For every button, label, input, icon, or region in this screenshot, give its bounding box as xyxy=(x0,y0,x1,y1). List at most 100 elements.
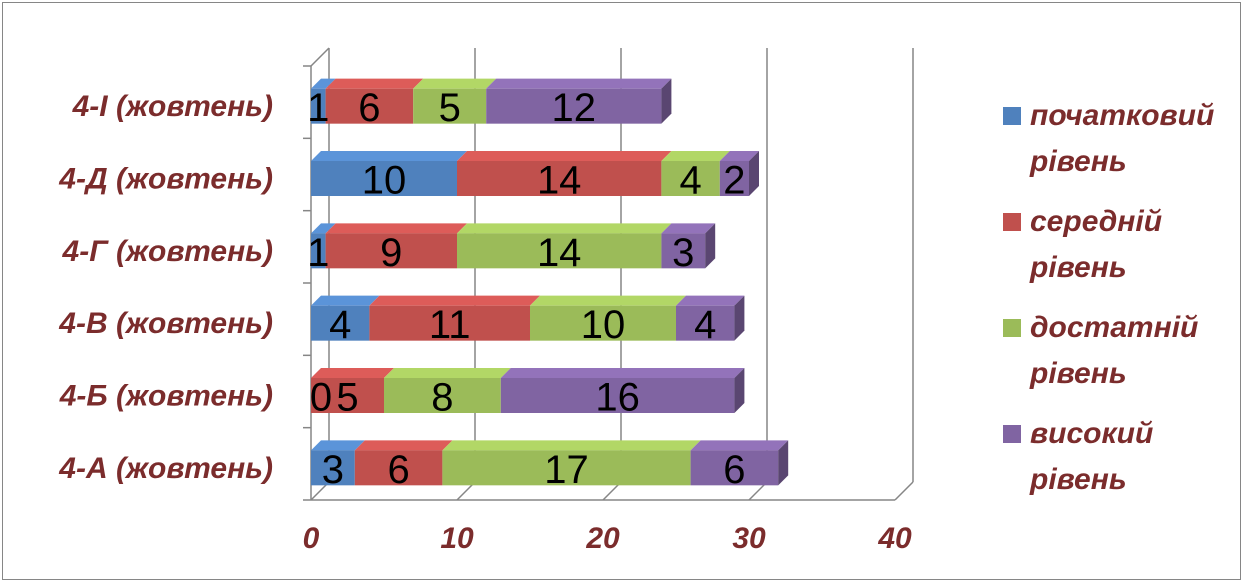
data-label: 4 xyxy=(679,159,701,203)
bar-segment xyxy=(457,161,662,196)
bar-top-face xyxy=(325,223,467,234)
bar-top-face xyxy=(311,295,380,306)
category-label: 4-Д (жовтень) xyxy=(58,163,273,196)
bar-top-face xyxy=(311,151,467,161)
data-label: 2 xyxy=(723,159,745,203)
bar-segment xyxy=(530,305,676,341)
data-label: 5 xyxy=(336,376,358,420)
legend-swatch xyxy=(1003,319,1021,337)
bar-segment xyxy=(369,305,530,341)
bar-segment xyxy=(661,233,706,269)
bar-segment xyxy=(311,161,457,196)
category-label: 4-І (жовтень) xyxy=(72,90,273,123)
bar-top-face xyxy=(661,151,730,161)
category-label: 4-Г (жовтень) xyxy=(62,235,273,268)
bar-top-face xyxy=(676,295,745,306)
x-tick-label: 30 xyxy=(732,522,766,555)
data-label: 11 xyxy=(429,303,471,347)
data-label: 6 xyxy=(387,448,409,492)
bar-top-face xyxy=(530,295,686,306)
bar-top-face xyxy=(311,368,394,378)
data-label: 1 xyxy=(307,231,329,275)
data-label: 14 xyxy=(537,159,582,203)
bar-segment xyxy=(690,450,779,486)
bar-segment xyxy=(354,450,443,486)
bar-top-face xyxy=(719,151,759,161)
data-label: 9 xyxy=(380,231,402,275)
bar-segment xyxy=(311,450,355,486)
floor-gridline xyxy=(894,481,914,501)
bar-segment xyxy=(413,88,487,124)
data-label: 6 xyxy=(723,448,745,492)
data-label: 1 xyxy=(307,86,329,130)
data-label: 3 xyxy=(672,231,694,275)
category-label: 4-А (жовтень) xyxy=(58,452,273,485)
bar-side-face xyxy=(734,368,745,413)
data-label: 5 xyxy=(439,86,461,130)
category-label: 4-Б (жовтень) xyxy=(59,380,273,413)
data-label: 0 xyxy=(310,376,332,420)
bar-segment xyxy=(719,161,749,196)
x-tick-label: 40 xyxy=(877,522,912,555)
bar-side-face xyxy=(705,223,716,269)
bar-top-face xyxy=(369,295,540,306)
bar-segment xyxy=(661,161,720,196)
data-label: 16 xyxy=(595,376,640,420)
bar-segment xyxy=(486,88,662,124)
legend-label: рівень xyxy=(1029,357,1127,390)
bar-top-face xyxy=(442,440,701,451)
bar-top-face xyxy=(486,78,672,89)
data-label: 4 xyxy=(694,303,716,347)
bar-segment xyxy=(676,305,735,341)
wall-edge xyxy=(310,47,330,67)
bar-top-face xyxy=(384,368,511,378)
bar-side-face xyxy=(778,440,789,486)
legend-label: середній xyxy=(1030,205,1162,238)
data-label: 10 xyxy=(362,159,407,203)
stacked-bar-chart: 0 10 20 30 404-А (жовтень) 3 6 17 64-Б (жовтень)… xyxy=(58,47,1214,555)
bar-segment xyxy=(311,88,326,124)
bar-top-face xyxy=(354,440,453,451)
data-label: 12 xyxy=(552,86,597,130)
bar-segment xyxy=(325,88,414,124)
data-label: 14 xyxy=(537,231,582,275)
legend-label: рівень xyxy=(1029,145,1127,178)
bar-top-face xyxy=(311,78,336,89)
bar-side-face xyxy=(661,78,672,124)
bar-top-face xyxy=(500,368,745,378)
legend-label: високий xyxy=(1030,417,1153,450)
legend-swatch xyxy=(1003,107,1021,125)
data-label: 6 xyxy=(358,86,380,130)
legend-swatch xyxy=(1003,213,1021,231)
legend-swatch xyxy=(1003,425,1021,443)
bar-top-face xyxy=(457,151,672,161)
bar-segment xyxy=(311,378,384,413)
x-tick-label: 10 xyxy=(440,522,474,555)
bar-top-face xyxy=(325,78,424,89)
bar-segment xyxy=(442,450,691,486)
data-label: 8 xyxy=(431,376,453,420)
data-label: 4 xyxy=(329,303,351,347)
legend-label: рівень xyxy=(1029,463,1127,496)
bar-segment xyxy=(384,378,501,413)
bar-top-face xyxy=(413,78,497,89)
legend-label: рівень xyxy=(1029,251,1127,284)
bar-segment xyxy=(457,233,662,269)
data-label: 17 xyxy=(544,448,589,492)
data-label: 3 xyxy=(322,448,344,492)
bar-top-face xyxy=(457,223,672,234)
x-tick-label: 0 xyxy=(303,522,320,555)
legend-label: достатній xyxy=(1030,311,1198,344)
legend-label: початковий xyxy=(1030,99,1214,132)
bar-segment xyxy=(311,233,326,269)
category-label: 4-В (жовтень) xyxy=(58,307,273,340)
x-tick-label: 20 xyxy=(585,522,620,555)
bar-segment xyxy=(500,378,735,413)
bar-side-face xyxy=(749,151,759,196)
bar-segment xyxy=(325,233,457,269)
bar-side-face xyxy=(734,295,745,341)
bar-top-face xyxy=(690,440,789,451)
bar-top-face xyxy=(661,223,716,234)
data-label: 10 xyxy=(581,303,626,347)
